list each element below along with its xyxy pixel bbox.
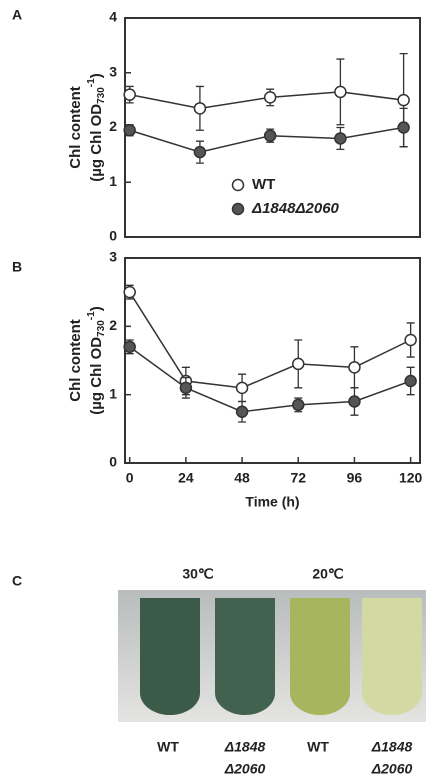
y-tick-label: 4 [109, 9, 117, 25]
x-tick-label: 120 [399, 470, 423, 486]
marker [334, 85, 347, 99]
tube-label: WT [157, 739, 179, 755]
marker [123, 88, 136, 101]
legend-label: WT [252, 176, 275, 193]
legend-marker [231, 202, 245, 216]
x-axis-label: Time (h) [245, 494, 299, 510]
temperature-label: 30℃ [182, 566, 214, 582]
y-tick-label: 2 [109, 317, 117, 333]
marker [193, 102, 207, 115]
photo [118, 590, 426, 722]
y-tick-label: 2 [109, 118, 117, 134]
marker [235, 405, 249, 418]
y-tick-label: 0 [109, 454, 117, 470]
legend-label: Δ1848Δ2060 [251, 200, 340, 217]
marker [404, 333, 417, 347]
y-label-part: (µg Chl OD [88, 337, 105, 415]
y-axis-label: (µg Chl OD730-1) [86, 73, 107, 181]
x-tick-label: 72 [290, 470, 306, 486]
panel-letter: B [12, 259, 22, 275]
y-label-sub: 730 [96, 87, 107, 104]
marker [292, 398, 305, 412]
y-label-part: (µg Chl OD [88, 104, 105, 182]
y-label-part: ) [88, 73, 105, 78]
y-tick-label: 3 [109, 63, 117, 79]
marker [179, 381, 193, 395]
marker [235, 381, 249, 395]
marker [397, 121, 410, 134]
tube-label: Δ2060 [371, 761, 413, 777]
marker [292, 357, 305, 371]
y-tick-label: 3 [109, 249, 117, 265]
marker [404, 374, 417, 388]
tube-label: Δ1848 [224, 739, 266, 755]
temperature-label: 20℃ [312, 566, 344, 582]
marker [334, 132, 347, 145]
marker [397, 93, 410, 107]
marker [123, 285, 136, 299]
tube-label: Δ2060 [224, 761, 266, 777]
panel-letter: C [12, 573, 22, 589]
y-label-sup: -1 [86, 78, 97, 87]
tube-label: Δ1848 [371, 739, 413, 755]
marker [193, 145, 207, 159]
y-axis-label: (µg Chl OD730-1) [86, 306, 107, 414]
tube [215, 598, 275, 715]
x-tick-label: 96 [347, 470, 363, 486]
panel-letter: A [12, 7, 22, 23]
marker [263, 129, 277, 142]
y-axis-label: Chl content [67, 86, 84, 169]
y-axis-label: Chl content [67, 319, 84, 402]
x-tick-label: 0 [126, 470, 134, 486]
plot-frame [124, 257, 421, 464]
tube [362, 598, 422, 715]
y-label-sub: 730 [96, 320, 107, 337]
marker [263, 91, 277, 104]
marker [348, 395, 361, 408]
series-line [129, 346, 411, 413]
marker [348, 361, 361, 374]
marker [123, 340, 136, 354]
marker [123, 123, 136, 137]
y-tick-label: 0 [109, 228, 117, 244]
series-line [129, 291, 411, 389]
tube [140, 598, 200, 715]
legend-marker [231, 178, 245, 192]
tube-label: WT [307, 739, 329, 755]
y-label-sup: -1 [86, 311, 97, 320]
y-label-part: ) [88, 306, 105, 311]
tube [290, 598, 350, 715]
y-tick-label: 1 [109, 385, 117, 401]
x-tick-label: 48 [234, 470, 250, 486]
y-tick-label: 1 [109, 173, 117, 189]
x-tick-label: 24 [178, 470, 194, 486]
